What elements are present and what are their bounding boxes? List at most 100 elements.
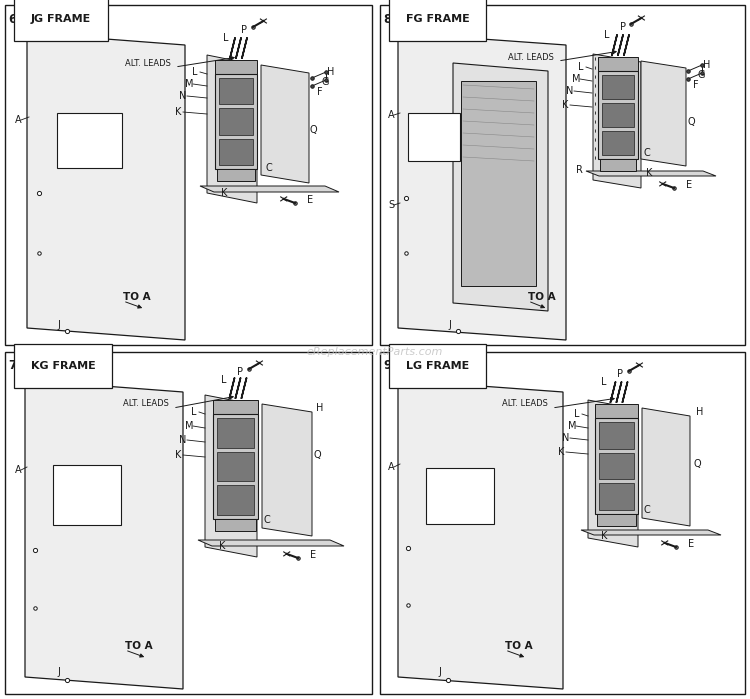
Bar <box>219 108 253 135</box>
Polygon shape <box>593 54 641 188</box>
Bar <box>217 452 254 481</box>
Bar <box>599 452 634 480</box>
Polygon shape <box>398 33 566 340</box>
Polygon shape <box>198 540 344 546</box>
Text: M: M <box>572 74 580 84</box>
Bar <box>217 485 254 514</box>
Text: TO A: TO A <box>125 641 153 651</box>
Text: 6.): 6.) <box>8 13 26 25</box>
Bar <box>461 81 536 286</box>
Bar <box>599 421 634 449</box>
Text: C: C <box>264 515 271 525</box>
Text: K: K <box>175 107 181 117</box>
Text: 9.): 9.) <box>383 359 401 373</box>
Bar <box>380 5 745 345</box>
Text: L: L <box>192 67 197 77</box>
Text: K: K <box>221 188 227 198</box>
Text: H: H <box>696 407 703 417</box>
Bar <box>598 57 638 71</box>
Bar <box>217 169 255 181</box>
Text: LG FRAME: LG FRAME <box>406 361 470 371</box>
Bar <box>213 400 258 414</box>
Text: N: N <box>179 435 186 445</box>
Text: K: K <box>175 450 181 460</box>
Text: TO A: TO A <box>528 292 556 302</box>
Bar <box>53 465 121 525</box>
Polygon shape <box>398 380 563 689</box>
Text: F: F <box>693 80 699 90</box>
Text: ALT. LEADS: ALT. LEADS <box>502 400 548 408</box>
Polygon shape <box>586 171 716 176</box>
Text: L: L <box>191 407 196 417</box>
Text: M: M <box>185 421 194 431</box>
Text: 8.): 8.) <box>383 13 401 25</box>
Bar <box>219 138 253 165</box>
Text: JG FRAME: JG FRAME <box>31 14 92 24</box>
Polygon shape <box>588 400 638 547</box>
Bar <box>5 352 372 694</box>
Text: Q: Q <box>688 117 696 127</box>
Text: J: J <box>438 667 441 677</box>
Text: K: K <box>601 531 608 541</box>
Text: M: M <box>568 421 577 431</box>
Polygon shape <box>642 408 690 526</box>
Text: KG FRAME: KG FRAME <box>31 361 96 371</box>
Text: R: R <box>576 165 583 175</box>
Bar <box>5 5 372 345</box>
Text: L: L <box>578 62 584 72</box>
Text: E: E <box>310 550 316 560</box>
Text: N: N <box>566 86 573 96</box>
Text: H: H <box>703 60 710 70</box>
Text: K: K <box>646 168 652 178</box>
Text: K: K <box>219 541 225 551</box>
Text: L: L <box>221 375 226 385</box>
Text: E: E <box>307 195 314 205</box>
Bar <box>215 74 257 169</box>
Bar <box>215 60 257 74</box>
Text: K: K <box>558 447 564 457</box>
Text: C: C <box>265 163 272 173</box>
Text: A: A <box>388 462 394 472</box>
Text: L: L <box>574 409 580 419</box>
Text: 7.): 7.) <box>8 359 26 373</box>
Polygon shape <box>27 33 185 340</box>
Text: E: E <box>686 180 692 190</box>
Text: ALT. LEADS: ALT. LEADS <box>123 400 169 408</box>
Text: H: H <box>316 403 323 413</box>
Bar <box>219 78 253 104</box>
Bar <box>600 159 636 171</box>
Text: J: J <box>57 320 60 330</box>
Text: G: G <box>698 70 706 80</box>
Text: P: P <box>620 22 626 32</box>
Bar <box>217 418 254 447</box>
Text: TO A: TO A <box>123 292 151 302</box>
Bar <box>595 404 638 418</box>
Bar <box>426 468 494 524</box>
Text: P: P <box>241 25 247 35</box>
Text: P: P <box>617 369 623 379</box>
Bar <box>213 414 258 519</box>
Bar <box>602 75 634 99</box>
Bar <box>595 418 638 514</box>
Polygon shape <box>25 380 183 689</box>
Polygon shape <box>261 65 309 183</box>
Text: L: L <box>223 33 229 43</box>
Text: N: N <box>562 433 569 443</box>
Bar <box>602 103 634 127</box>
Bar <box>597 514 636 526</box>
Text: F: F <box>317 87 322 97</box>
Polygon shape <box>262 404 312 536</box>
Polygon shape <box>453 63 548 311</box>
Polygon shape <box>581 530 721 535</box>
Text: L: L <box>601 377 607 387</box>
Text: C: C <box>644 505 651 515</box>
Text: TO A: TO A <box>505 641 532 651</box>
Polygon shape <box>205 395 257 557</box>
Polygon shape <box>641 61 686 166</box>
Text: ALT. LEADS: ALT. LEADS <box>125 59 171 68</box>
Text: FG FRAME: FG FRAME <box>406 14 470 24</box>
Text: ALT. LEADS: ALT. LEADS <box>508 52 554 62</box>
Text: Q: Q <box>309 125 316 135</box>
Text: M: M <box>185 79 194 89</box>
Bar <box>408 113 460 161</box>
